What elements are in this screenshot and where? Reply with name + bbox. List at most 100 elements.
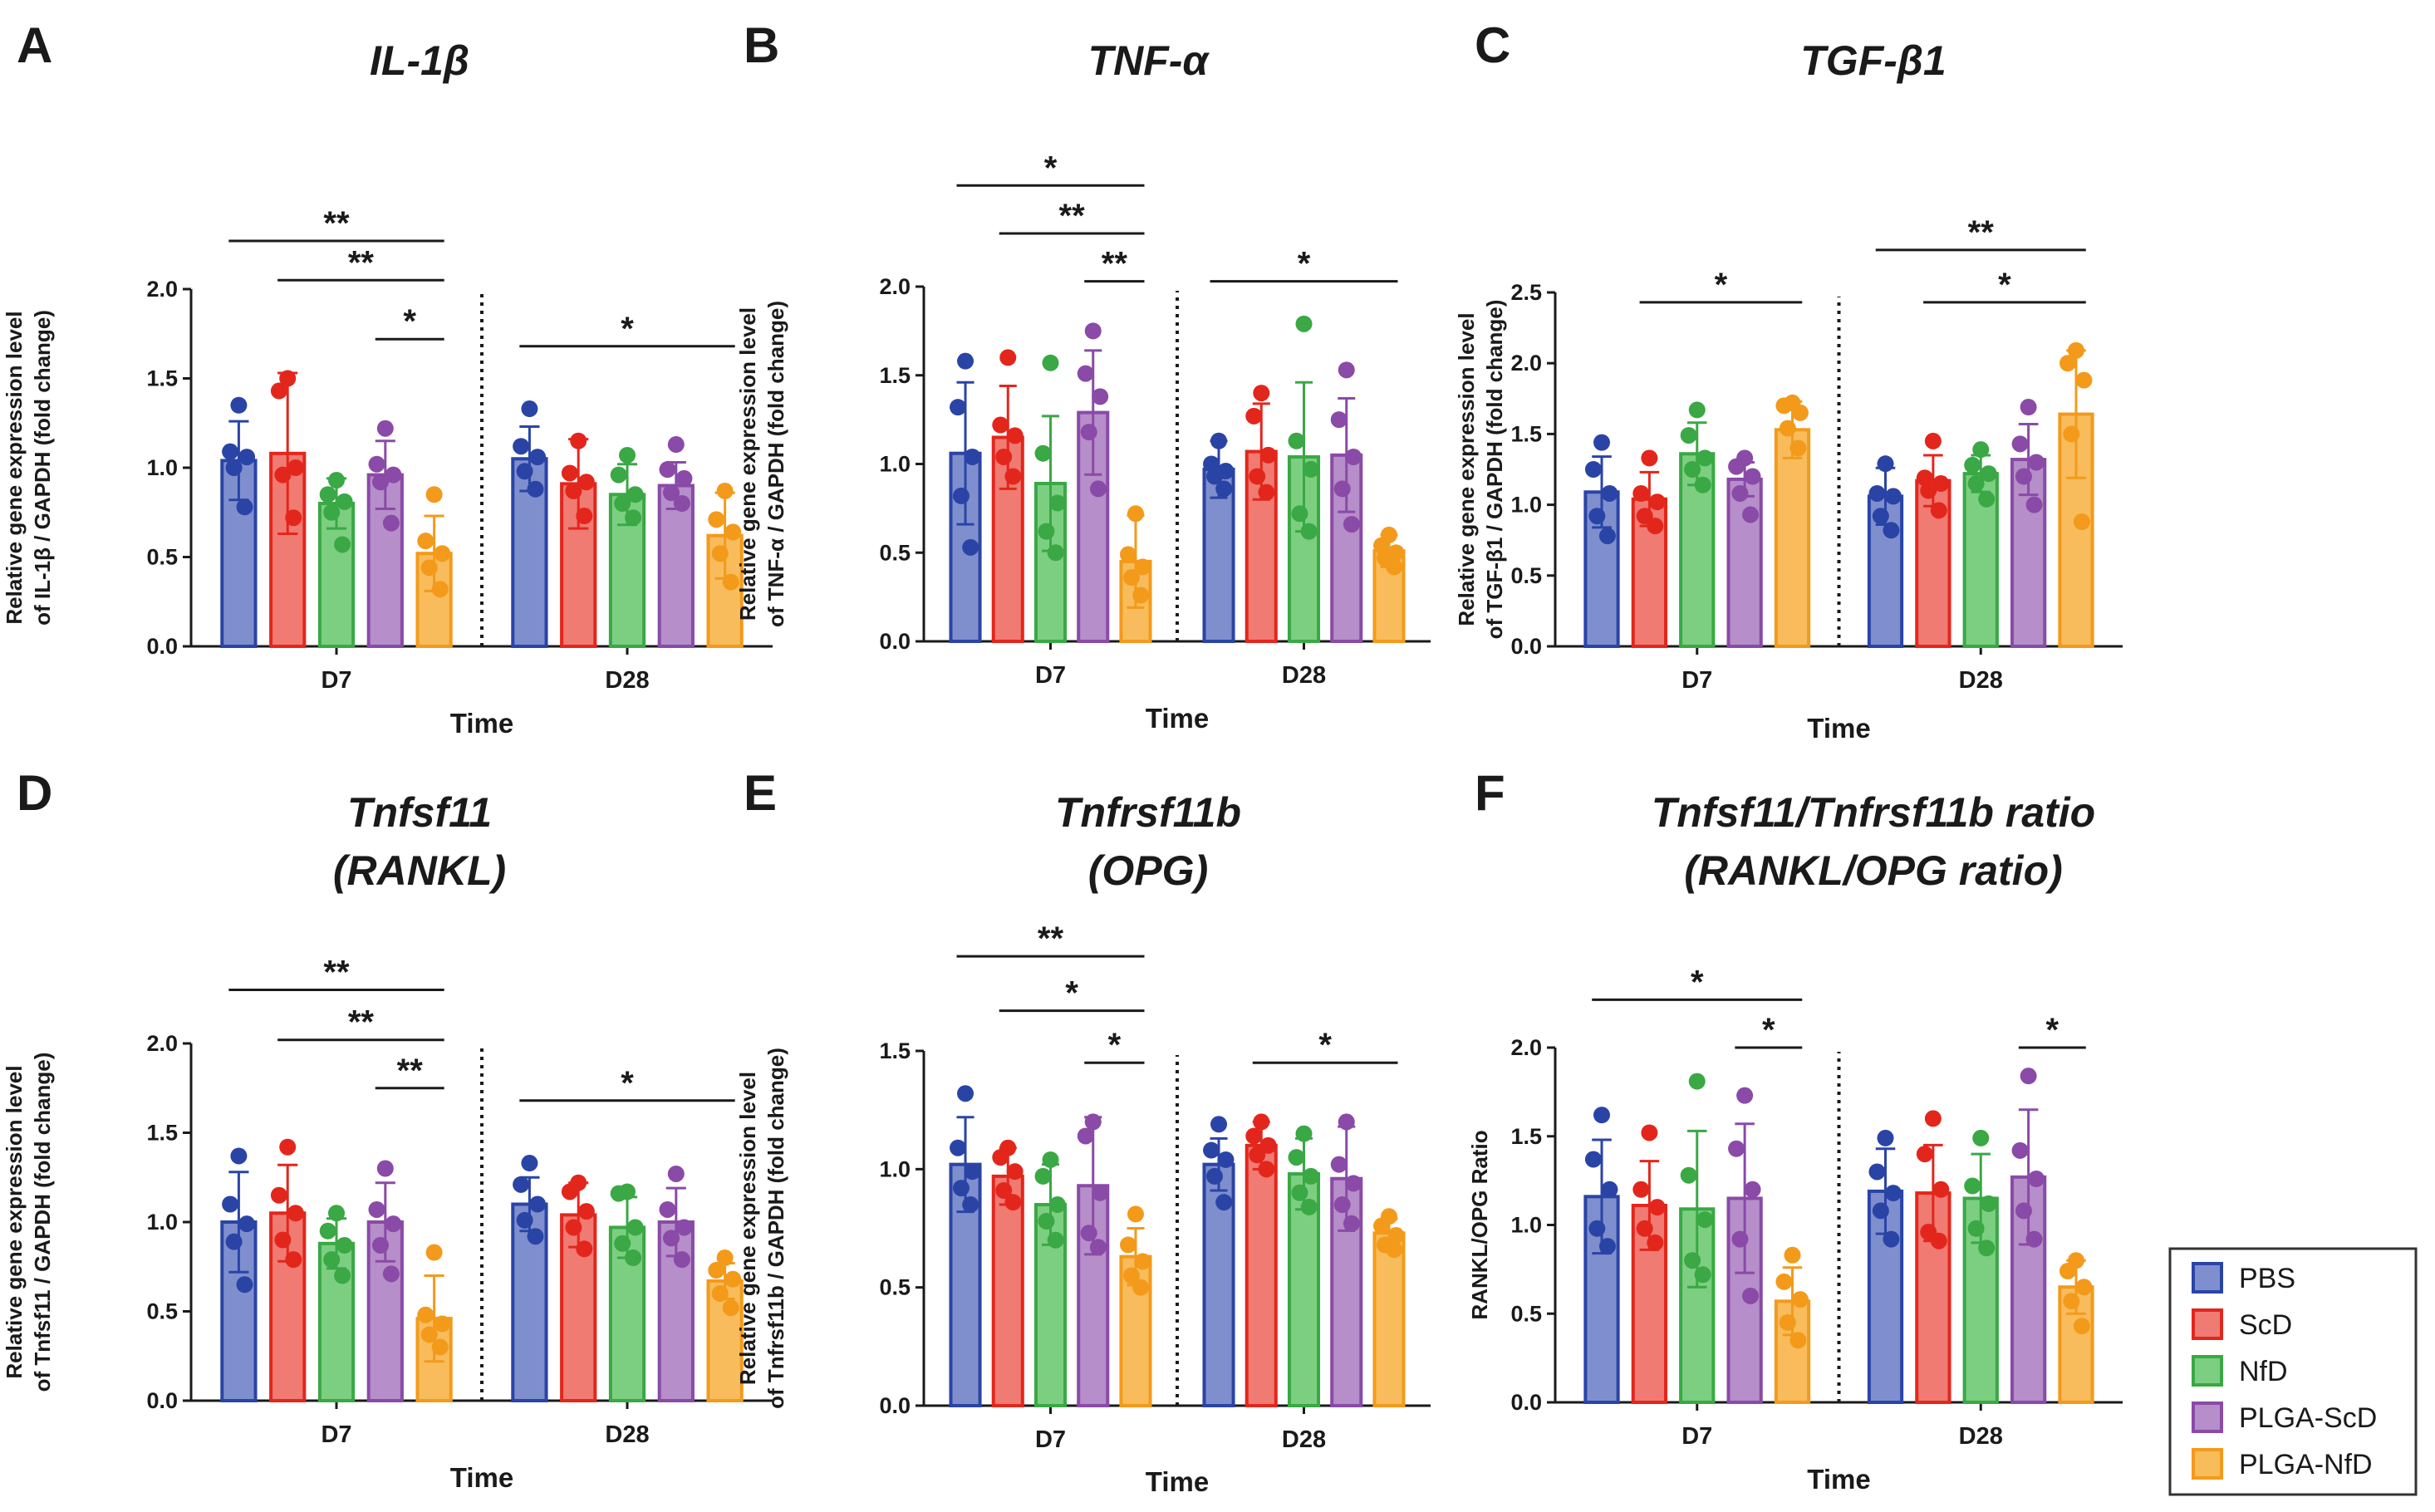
data-point: [992, 1149, 1009, 1166]
panel-label: A: [17, 17, 52, 73]
data-point: [270, 1186, 287, 1204]
y-axis-label-line: of Tnfrsf11b / GAPDH (fold change): [763, 1048, 788, 1409]
data-point: [1967, 1220, 1985, 1237]
data-point: [1924, 1110, 1942, 1127]
data-point: [225, 459, 243, 476]
y-axis-label-line: Relative gene expression level: [735, 307, 760, 621]
significance-label: **: [348, 1004, 375, 1041]
data-point: [1696, 1211, 1714, 1229]
bar: [657, 484, 695, 648]
data-point: [1120, 546, 1137, 563]
panel-title: (RANKL/OPG ratio): [1684, 847, 2063, 894]
legend-swatch: [2192, 1308, 2223, 1340]
data-point: [1916, 1146, 1933, 1163]
data-point: [1034, 1167, 1052, 1185]
y-axis-label: Relative gene expression level of TGF-β1 …: [1454, 300, 1507, 640]
y-axis-label: Relative gene expression level of IL-1β /…: [2, 310, 55, 626]
legend-swatch: [2192, 1355, 2223, 1387]
data-point: [336, 493, 353, 510]
data-point: [1932, 1181, 1950, 1198]
y-tick-label: 0.0: [146, 1388, 178, 1413]
data-point: [222, 443, 239, 460]
data-point: [1288, 432, 1305, 449]
x-tick-label: D7: [321, 1421, 351, 1448]
data-point: [1978, 490, 1996, 508]
data-point: [711, 545, 729, 562]
data-point: [1343, 516, 1360, 533]
data-point: [1728, 1140, 1745, 1157]
x-tick-label: D7: [321, 667, 351, 694]
data-point: [385, 466, 402, 484]
panel-f: F Tnfsf11/Tnfrsf11b ratio (RANKL/OPG ratio…: [1467, 765, 2123, 1495]
data-point: [521, 1155, 538, 1172]
data-point: [675, 469, 693, 487]
data-point: [1598, 1238, 1616, 1255]
data-point: [577, 1203, 595, 1220]
data-point: [1696, 449, 1714, 467]
data-point: [957, 352, 974, 370]
data-point: [667, 1165, 685, 1182]
data-point: [995, 448, 1013, 465]
bar: [1774, 428, 1811, 649]
data-point: [319, 1222, 336, 1240]
y-tick-label: 1.5: [146, 366, 178, 391]
data-point: [420, 559, 438, 577]
data-point: [285, 509, 302, 527]
panel-d: D Tnfsf11 (RANKL) Relative gene expression …: [2, 765, 773, 1493]
data-point: [1742, 1287, 1760, 1304]
data-point: [673, 1251, 690, 1269]
data-point: [1215, 480, 1233, 498]
data-point: [570, 432, 587, 449]
data-point: [1302, 460, 1319, 478]
data-point: [417, 533, 434, 550]
y-axis-label: Relative gene expression level of Tnfrsf1…: [735, 1048, 788, 1409]
data-point: [417, 1306, 434, 1323]
data-point: [1877, 1129, 1894, 1146]
y-axis-label-line: Relative gene expression level: [735, 1072, 760, 1385]
data-point: [1584, 461, 1602, 478]
x-axis-label: Time: [450, 708, 513, 739]
data-point: [1077, 1127, 1094, 1145]
panel-title: (RANKL): [333, 847, 506, 894]
data-point: [1288, 1149, 1305, 1166]
data-point: [527, 480, 544, 498]
data-point: [950, 399, 967, 416]
data-point: [1791, 1291, 1809, 1308]
panel-label: B: [744, 17, 779, 73]
y-axis-label-line: Relative gene expression level: [1454, 312, 1479, 626]
bar: [1726, 477, 1763, 648]
data-point: [1387, 1227, 1405, 1244]
data-point: [1038, 523, 1055, 540]
data-point: [999, 349, 1017, 366]
data-point: [230, 396, 248, 414]
data-point: [2028, 454, 2045, 471]
data-point: [323, 503, 341, 521]
data-point: [222, 1195, 239, 1213]
data-point: [1593, 1107, 1611, 1124]
significance-label: *: [1108, 1027, 1122, 1063]
data-point: [1731, 484, 1749, 502]
x-tick-label: D28: [1959, 667, 2003, 694]
data-point: [1259, 446, 1277, 464]
data-point: [425, 486, 443, 503]
y-axis-label-line: of TGF-β1 / GAPDH (fold change): [1482, 300, 1507, 640]
data-point: [1588, 508, 1606, 525]
data-point: [1636, 508, 1653, 525]
data-point: [614, 495, 631, 512]
data-point: [225, 1233, 243, 1250]
data-point: [952, 1180, 970, 1197]
legend-label: PLGA-NfD: [2239, 1449, 2373, 1480]
data-point: [1789, 1332, 1807, 1349]
data-point: [1868, 1163, 1886, 1181]
data-point: [1215, 1194, 1233, 1211]
data-point: [1632, 1181, 1650, 1198]
data-point: [368, 1200, 385, 1218]
data-point: [716, 482, 734, 499]
y-tick-label: 1.0: [146, 1210, 178, 1235]
y-tick-label: 1.0: [1510, 1213, 1542, 1238]
data-point: [425, 1244, 443, 1261]
data-point: [1210, 432, 1228, 449]
data-point: [382, 1265, 400, 1283]
data-point: [527, 1228, 544, 1245]
